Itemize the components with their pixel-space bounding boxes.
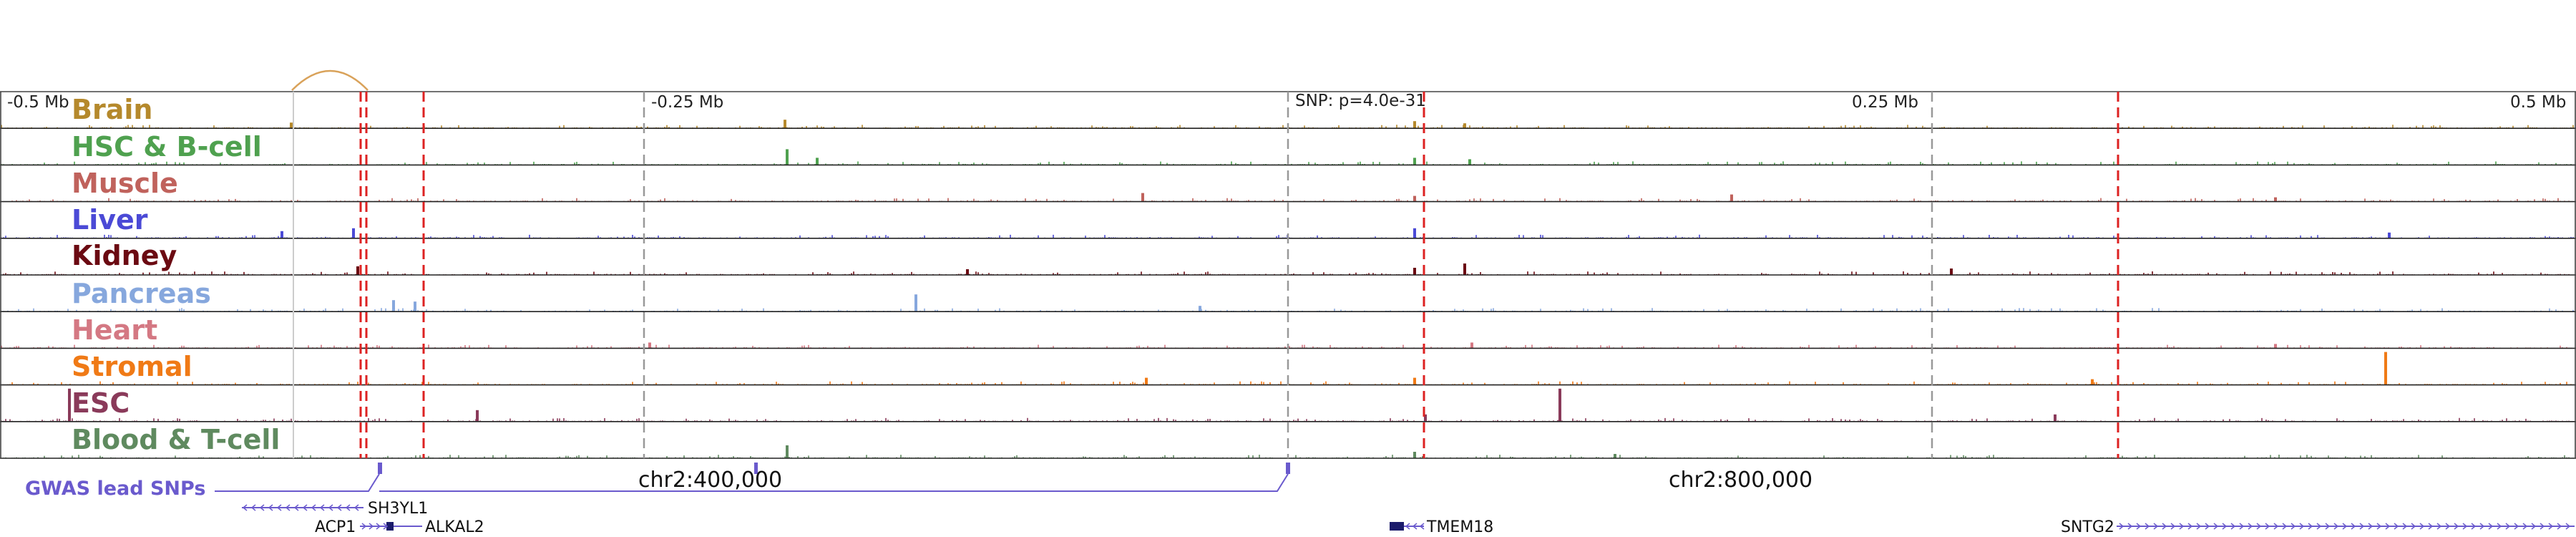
gene-annotation-track: SH3YL1 ACP1 ALKAL2 TMEM18 SNTG2 [242, 500, 2575, 536]
gene-exon [386, 522, 394, 531]
track-label-liver: Liver [72, 204, 148, 236]
gwas-snp-marker [378, 463, 382, 474]
signal-peak [1413, 268, 1416, 275]
signal-peak [1413, 121, 1416, 129]
signal-tracks [0, 91, 2576, 459]
track-label-pancreas: Pancreas [72, 278, 211, 309]
signal-peak [1950, 268, 1953, 275]
signal-peak [392, 300, 395, 312]
signal-peak [1463, 123, 1466, 129]
signal-peak [1413, 158, 1416, 165]
track-label-esc: ESC [72, 387, 130, 419]
ruler-label-minus-0-25mb: -0.25 Mb [651, 93, 723, 112]
signal-peak [476, 410, 479, 422]
gwas-connector [215, 473, 1289, 492]
signal-peak [1468, 159, 1471, 165]
gwas-snp-marker [754, 463, 758, 474]
gene-exon-tmem18 [1390, 522, 1404, 531]
signal-peak [784, 120, 786, 129]
signal-peak [1614, 454, 1616, 458]
gene-label-sh3yl1: SH3YL1 [368, 500, 428, 518]
gene-label-acp1: ACP1 [315, 518, 356, 536]
gwas-snp-marker [1286, 463, 1290, 474]
signal-peak [2388, 232, 2391, 238]
signal-peak [786, 149, 789, 165]
track-labels: Brain HSC & B-cell Muscle Liver Kidney P… [72, 94, 280, 455]
signal-peak [1199, 306, 1201, 312]
signal-peak [966, 269, 969, 275]
signal-peak [786, 445, 789, 458]
chromatin-loop-arc [291, 69, 369, 91]
signal-peak [914, 294, 917, 312]
ruler-label-snp: SNP: p=4.0e-31 [1295, 92, 1426, 110]
gwas-label: GWAS lead SNPs [25, 478, 205, 500]
track-label-brain: Brain [72, 94, 152, 125]
signal-peak [68, 388, 71, 422]
signal-peak [648, 342, 651, 349]
ruler-label-0-25mb: 0.25 Mb [1852, 93, 1918, 112]
track-label-muscle: Muscle [72, 168, 178, 199]
signal-peak [1413, 195, 1416, 202]
strand-arrows [2119, 523, 2571, 530]
track-label-stromal: Stromal [72, 351, 192, 382]
track-label-heart: Heart [72, 314, 157, 346]
gwas-lead-snps-track: GWAS lead SNPs [25, 463, 1290, 500]
signal-peak [280, 231, 283, 238]
track-label-kidney: Kidney [72, 240, 177, 271]
gene-label-tmem18: TMEM18 [1426, 518, 1493, 536]
signal-peak [2091, 379, 2094, 385]
strand-arrows [361, 523, 389, 530]
signal-peak [2274, 344, 2277, 349]
signal-peak [1730, 194, 1733, 202]
signal-peak [414, 301, 416, 312]
coordinate-label-800k: chr2:800,000 [1669, 468, 1813, 493]
signal-peak [290, 122, 293, 129]
signal-peak [2274, 197, 2277, 202]
signal-peak [2054, 414, 2057, 422]
signal-peak [1558, 388, 1561, 422]
signal-peak [1145, 377, 1148, 385]
ruler-label-minus-0-5mb: -0.5 Mb [7, 93, 69, 112]
signal-peak [356, 266, 359, 275]
track-row [0, 149, 2576, 166]
signal-peak [1424, 414, 1427, 422]
coordinate-label-400k: chr2:400,000 [638, 468, 782, 493]
gene-label-alkal2: ALKAL2 [425, 518, 484, 536]
gene-label-sntg2: SNTG2 [2061, 518, 2114, 536]
track-row [0, 193, 2576, 203]
signal-peak [816, 158, 819, 165]
ruler-label-0-5mb: 0.5 Mb [2510, 93, 2566, 112]
track-label-blood-t-cell: Blood & T-cell [72, 424, 280, 455]
strand-arrows [1405, 523, 1425, 530]
track-label-hsc-b-cell: HSC & B-cell [72, 131, 262, 163]
track-row [0, 388, 2576, 422]
signal-peak [1463, 263, 1466, 275]
signal-peak [1413, 377, 1416, 385]
signal-peak [1470, 342, 1473, 349]
signal-peak [1413, 452, 1416, 458]
signal-peak [1141, 193, 1144, 202]
strand-arrows [242, 504, 359, 511]
signal-peak [352, 228, 355, 238]
signal-peak [1413, 228, 1416, 238]
signal-peak [2384, 352, 2387, 385]
